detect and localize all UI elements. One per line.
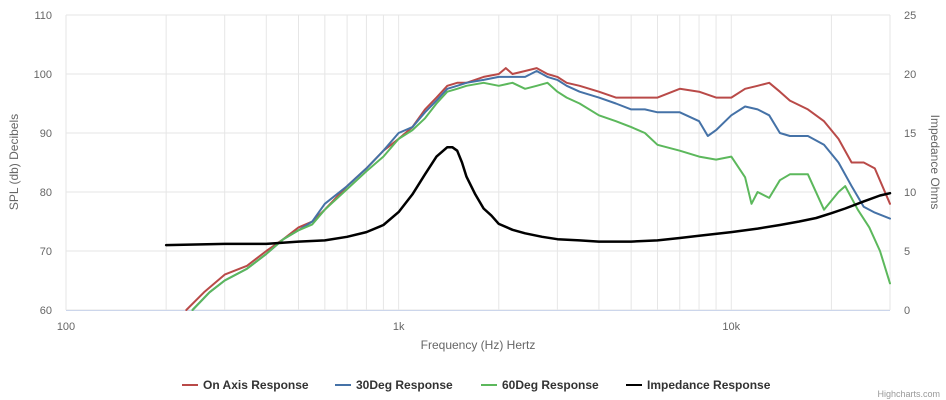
legend-item[interactable]: Impedance Response xyxy=(626,378,771,392)
y2-tick-label: 10 xyxy=(904,187,916,199)
y2-tick-label: 0 xyxy=(904,305,910,317)
series-line-on-axis-response[interactable] xyxy=(185,67,891,311)
credit-text[interactable]: Highcharts.com xyxy=(877,389,940,399)
legend-item[interactable]: On Axis Response xyxy=(182,378,309,392)
y-tick-label: 80 xyxy=(40,187,52,199)
legend: On Axis Response 30Deg Response 60Deg Resp… xyxy=(182,378,771,392)
y-tick-label: 70 xyxy=(40,246,52,258)
series-line-impedance-response[interactable] xyxy=(164,145,892,247)
grid-lines xyxy=(65,14,891,311)
y2-tick-label: 25 xyxy=(904,10,916,22)
legend-label: 60Deg Response xyxy=(502,378,599,392)
legend-label: Impedance Response xyxy=(647,378,771,392)
y2-tick-label: 20 xyxy=(904,69,916,81)
y-tick-label: 60 xyxy=(40,305,52,317)
x-tick-label: 1k xyxy=(393,321,405,333)
y-tick-label: 100 xyxy=(34,69,52,81)
series-line-60deg-response[interactable] xyxy=(191,81,891,311)
axes: 100 1k 10k 60 70 80 90 100 110 0 5 10 15 20 25 xyxy=(34,10,917,333)
y2-tick-label: 15 xyxy=(904,128,916,140)
y-tick-label: 90 xyxy=(40,128,52,140)
legend-label: On Axis Response xyxy=(203,378,309,392)
series-lines xyxy=(164,67,892,311)
y2-tick-label: 5 xyxy=(904,246,910,258)
x-axis-title: Frequency (Hz) Hertz xyxy=(421,338,536,352)
y2-axis-title: Impedance Ohms xyxy=(928,115,942,210)
x-tick-label: 10k xyxy=(722,321,740,333)
series-line-30deg-response[interactable] xyxy=(191,70,891,311)
y-axis-title: SPL (db) Decibels xyxy=(7,114,21,210)
x-tick-label: 100 xyxy=(57,321,75,333)
y-tick-label: 110 xyxy=(34,10,52,22)
legend-item[interactable]: 60Deg Response xyxy=(481,378,599,392)
legend-item[interactable]: 30Deg Response xyxy=(335,378,453,392)
legend-label: 30Deg Response xyxy=(356,378,453,392)
